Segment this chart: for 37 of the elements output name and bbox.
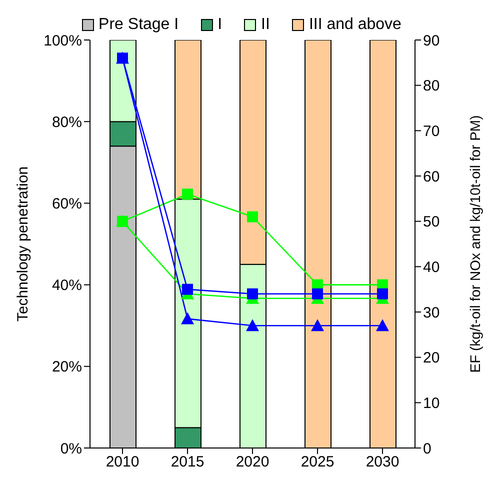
legend-label: Pre Stage I <box>98 16 179 34</box>
point <box>182 188 193 200</box>
y2-tick-label: 40 <box>423 258 440 276</box>
x-tick-label: 2015 <box>170 454 204 471</box>
point <box>312 288 323 300</box>
y2-axis-title: EF (kg/t-oil for NOx and kg/10t-oil for PM) <box>466 115 483 373</box>
x-tick-label: 2025 <box>300 454 334 471</box>
y2-tick-label: 50 <box>423 214 440 231</box>
y2-tick-label: 10 <box>423 394 440 412</box>
y2-tick-label: 60 <box>423 168 440 186</box>
y2-tick-label: 80 <box>423 78 440 95</box>
y-tick-label: 100% <box>44 32 82 50</box>
y-axis-title: Technology penetration <box>14 166 32 322</box>
y2-tick-label: 30 <box>423 304 440 322</box>
y2-tick-label: 0 <box>423 440 432 458</box>
y2-tick-label: 70 <box>423 122 440 140</box>
point <box>181 312 194 324</box>
y-tick-label: 20% <box>52 358 82 376</box>
x-tick-label: 2030 <box>366 454 400 471</box>
point <box>247 211 258 222</box>
x-tick-label: 2010 <box>106 454 140 471</box>
point <box>182 284 193 295</box>
legend-label: II <box>260 16 270 34</box>
y2-tick-label: 20 <box>423 350 440 367</box>
point <box>376 319 389 332</box>
legend-label: I <box>216 16 222 34</box>
legend-label: III and above <box>308 16 402 34</box>
point <box>247 288 258 300</box>
y-tick-label: 60% <box>52 196 82 213</box>
point <box>377 288 388 300</box>
x-tick-label: 2020 <box>236 454 270 471</box>
y2-tick-label: 90 <box>423 32 440 50</box>
point <box>246 319 259 332</box>
point <box>311 319 324 332</box>
y-tick-label: 40% <box>52 277 82 294</box>
y-tick-label: 0% <box>60 440 82 458</box>
y-tick-label: 80% <box>52 114 82 131</box>
